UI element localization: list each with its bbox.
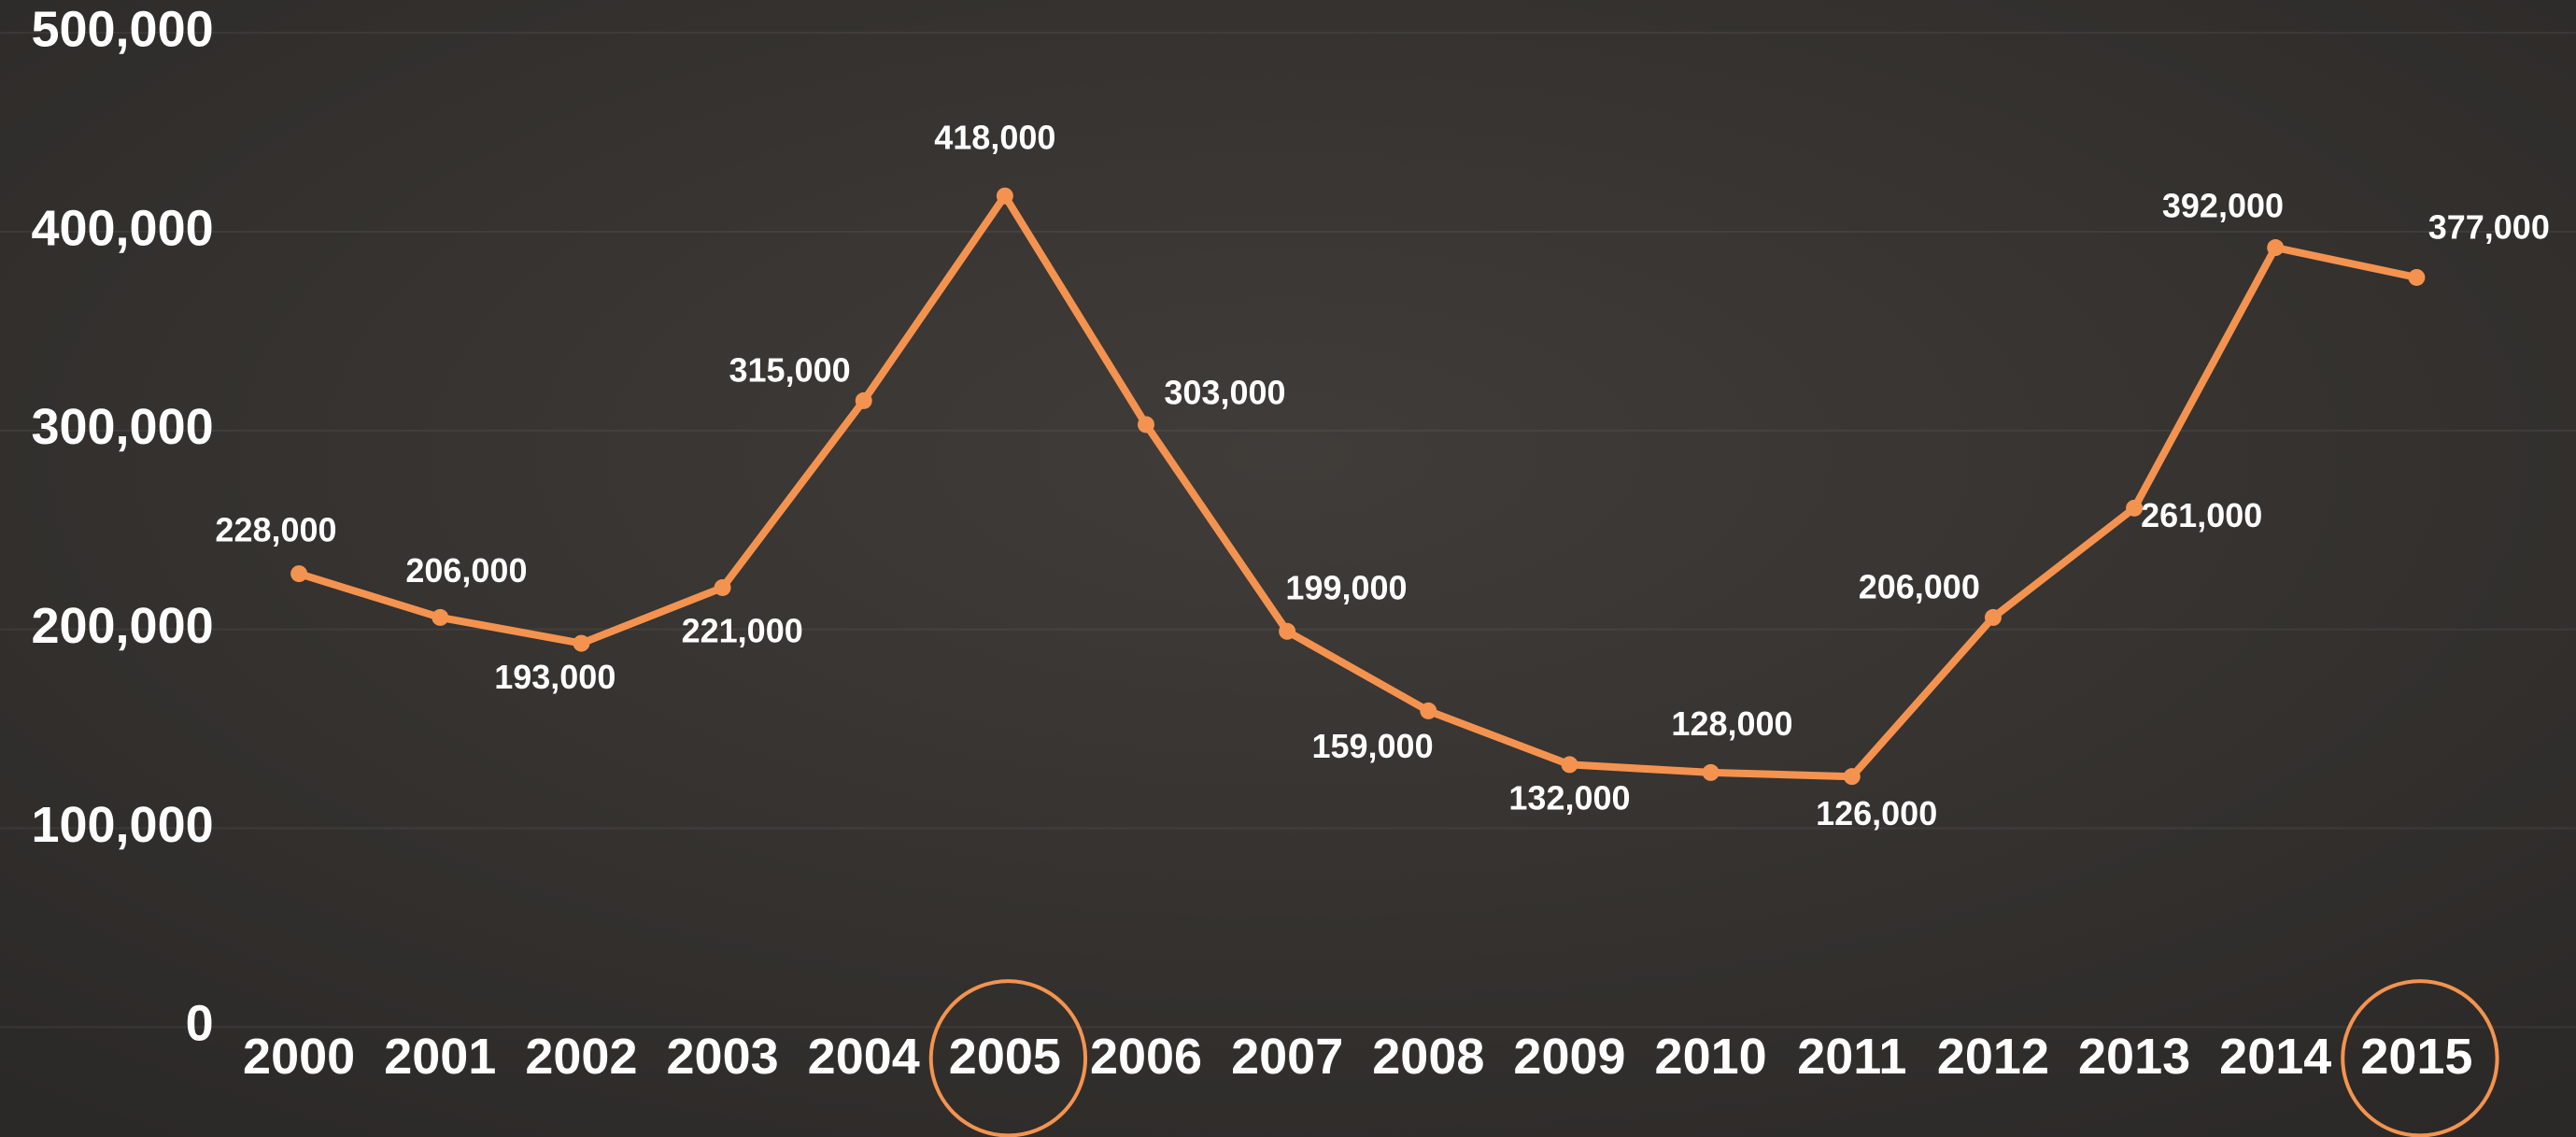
value-label: 418,000 [934,118,1055,156]
y-tick-label: 0 [186,996,214,1052]
value-label: 228,000 [215,511,336,549]
x-tick-label: 2002 [525,1029,637,1085]
value-label: 221,000 [682,612,803,650]
value-label: 303,000 [1164,373,1285,411]
x-tick-label: 2013 [2078,1029,2190,1085]
x-tick-label: 2014 [2219,1029,2331,1085]
point [1702,763,1720,781]
value-label: 199,000 [1285,568,1407,606]
point [1561,756,1578,774]
value-label: 126,000 [1816,794,1937,832]
y-tick-label: 500,000 [31,1,213,57]
point [2267,239,2285,257]
point [1279,622,1296,640]
x-tick-label: 2005 [949,1029,1061,1085]
x-tick-label: 2012 [1937,1029,2049,1085]
value-label: 128,000 [1671,704,1792,743]
x-tick-label: 2015 [2360,1029,2472,1085]
value-label: 315,000 [729,351,851,390]
x-tick-label: 2003 [667,1029,779,1085]
x-tick-label: 2006 [1090,1029,1202,1085]
x-tick-label: 2009 [1513,1029,1625,1085]
value-label: 206,000 [1859,568,1980,606]
x-tick-label: 2008 [1372,1029,1484,1085]
point [714,578,731,596]
value-label: 132,000 [1508,779,1630,817]
point [2126,499,2144,517]
y-tick-label: 200,000 [31,598,213,654]
x-tick-label: 2001 [384,1029,496,1085]
value-label: 159,000 [1311,727,1433,765]
y-tick-label: 100,000 [31,797,213,853]
x-tick-label: 2011 [1797,1029,1906,1085]
point [2408,268,2426,286]
value-label: 261,000 [2141,496,2262,534]
x-tick-label: 2007 [1231,1029,1343,1085]
point [1138,416,1155,433]
value-label: 206,000 [405,551,527,590]
highlight-circle [2341,979,2499,1137]
value-label: 193,000 [494,658,616,696]
point [855,391,872,409]
value-label: 392,000 [2162,186,2284,224]
x-tick-label: 2004 [808,1029,920,1085]
value-label: 377,000 [2428,207,2550,246]
point [1420,702,1437,719]
point [996,187,1013,205]
point [290,565,308,583]
y-tick-label: 300,000 [31,399,213,455]
point [1984,608,2002,626]
x-tick-label: 2000 [243,1029,355,1085]
point [1843,768,1861,786]
point [573,634,590,652]
highlight-circle [928,979,1088,1137]
x-tick-label: 2010 [1655,1029,1767,1085]
y-tick-label: 400,000 [31,200,213,256]
line [297,192,2418,781]
point [432,608,449,626]
